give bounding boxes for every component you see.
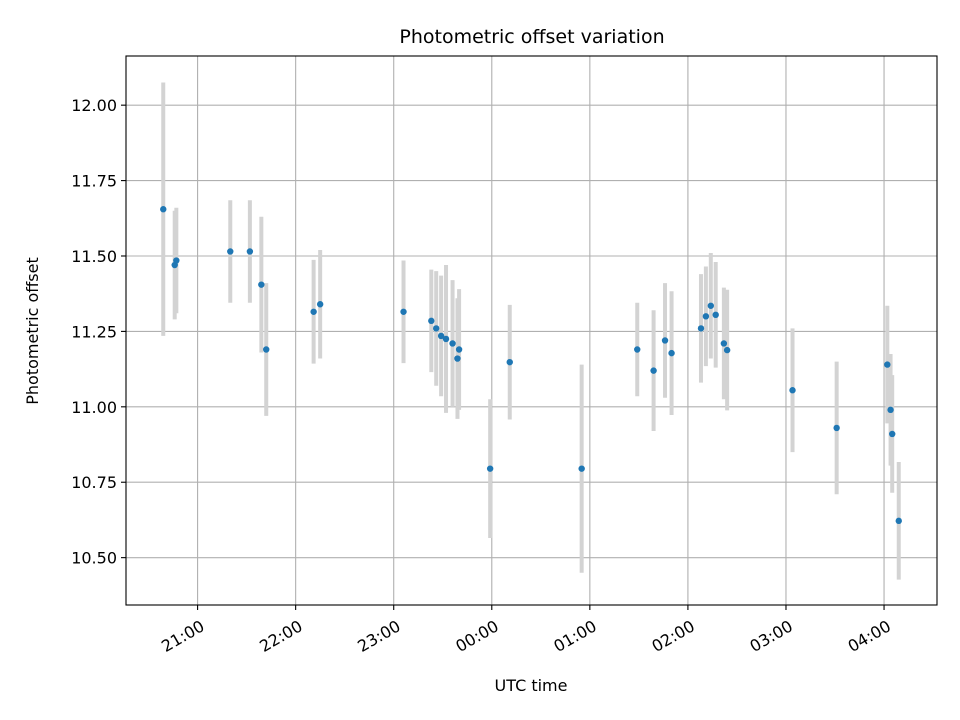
data-point — [889, 430, 896, 438]
data-point — [720, 340, 728, 347]
data-points — [160, 206, 902, 525]
plot-frame — [125, 55, 938, 606]
data-point — [454, 355, 461, 362]
data-point — [789, 387, 796, 394]
data-point — [400, 308, 407, 315]
data-point — [437, 332, 445, 340]
data-point — [578, 465, 585, 472]
data-point — [668, 349, 675, 357]
data-point — [455, 346, 463, 353]
data-point — [173, 257, 180, 264]
data-point — [884, 361, 891, 368]
data-point — [506, 358, 513, 366]
data-point — [227, 248, 234, 255]
y-axis: 10.50 10.75 11.00 11.25 11.50 11.75 12.00 — [71, 96, 126, 568]
data-point — [442, 335, 450, 343]
data-point — [428, 317, 435, 325]
data-point — [723, 346, 731, 354]
y-tick-label: 11.50 — [71, 247, 117, 266]
x-axis-label: UTC time — [495, 676, 568, 695]
data-point — [650, 367, 657, 374]
data-point — [712, 311, 719, 319]
data-point — [486, 465, 494, 472]
data-point — [310, 308, 317, 315]
data-point — [433, 325, 440, 332]
y-tick-label: 11.00 — [71, 398, 117, 417]
data-point — [634, 346, 641, 353]
chart-title: Photometric offset variation — [399, 26, 664, 48]
data-point — [246, 248, 254, 255]
data-point — [160, 206, 167, 213]
data-point — [263, 346, 270, 353]
data-point — [887, 406, 894, 414]
data-point — [707, 302, 714, 309]
data-point — [895, 517, 902, 525]
data-point — [258, 281, 265, 288]
y-tick-label: 10.75 — [71, 473, 117, 492]
y-tick-label: 12.00 — [71, 96, 117, 115]
y-axis-label: Photometric offset — [23, 257, 42, 405]
data-point — [702, 313, 710, 320]
y-tick-label: 11.25 — [71, 322, 117, 341]
data-point — [449, 340, 456, 347]
data-point — [316, 301, 324, 308]
data-point — [833, 424, 840, 432]
data-point — [697, 325, 705, 332]
y-tick-label: 10.50 — [71, 549, 117, 568]
y-tick-label: 11.75 — [71, 172, 117, 191]
data-point — [661, 337, 669, 344]
